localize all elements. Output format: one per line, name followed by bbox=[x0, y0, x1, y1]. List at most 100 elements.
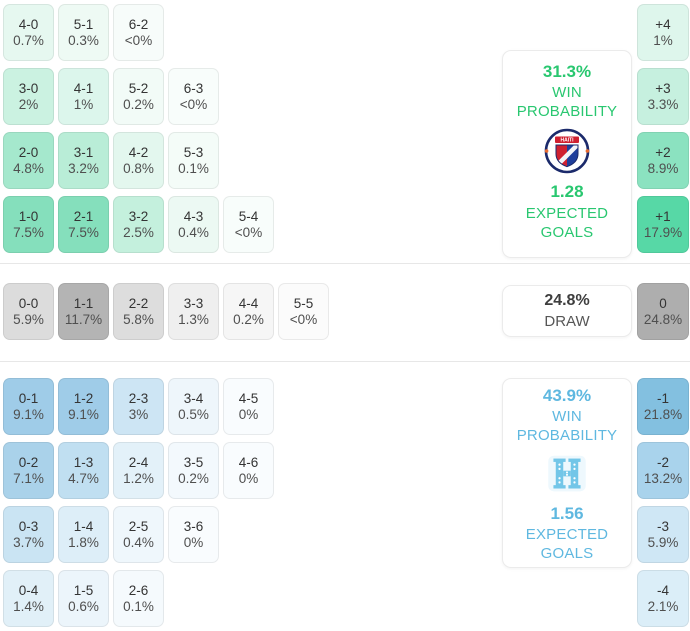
haiti-crest-logo: HAITI bbox=[544, 129, 590, 174]
probability-value: 1.4% bbox=[13, 599, 44, 614]
goal-diff-cell: -4 2.1% bbox=[637, 570, 689, 627]
probability-value: 13.2% bbox=[643, 471, 683, 486]
score-cell: 1-3 4.7% bbox=[58, 442, 109, 499]
score-cell: 0-1 9.1% bbox=[3, 378, 54, 435]
score-cell: 5-5 <0% bbox=[278, 283, 329, 340]
score-cell: 4-6 0% bbox=[223, 442, 274, 499]
score-cell: 3-4 0.5% bbox=[168, 378, 219, 435]
probability-value: 3% bbox=[128, 407, 149, 422]
score-label: 1-3 bbox=[73, 454, 94, 470]
score-row: 4-0 0.7% 5-1 0.3% 6-2 <0% +4 1% bbox=[3, 4, 689, 61]
score-cell: 2-3 3% bbox=[113, 378, 164, 435]
home-expected-goals-value: 1.28 bbox=[550, 182, 584, 202]
probability-value: 4.7% bbox=[68, 471, 99, 486]
score-cell: 1-0 7.5% bbox=[3, 196, 54, 253]
probability-value: 1% bbox=[653, 33, 673, 48]
score-cell: 4-3 0.4% bbox=[168, 196, 219, 253]
probability-value: 0.2% bbox=[123, 97, 154, 112]
score-row: 1-0 7.5% 2-1 7.5% 3-2 2.5% 4-3 0.4% 5-4 <0% +1 17.9… bbox=[3, 196, 689, 253]
score-label: 3-1 bbox=[73, 144, 94, 160]
probability-value: 0.5% bbox=[178, 407, 209, 422]
score-cell: 1-4 1.8% bbox=[58, 506, 109, 563]
score-label: 4-5 bbox=[238, 390, 259, 406]
score-cell: 0-4 1.4% bbox=[3, 570, 54, 627]
score-label: 2-0 bbox=[18, 144, 39, 160]
goal-diff-label: -1 bbox=[656, 390, 669, 406]
draw-label: DRAW bbox=[544, 312, 590, 330]
section-divider bbox=[0, 361, 690, 362]
probability-value: 5.8% bbox=[123, 312, 154, 327]
goal-diff-cell: -2 13.2% bbox=[637, 442, 689, 499]
probability-value: 1.2% bbox=[123, 471, 154, 486]
goal-diff-cell: +1 17.9% bbox=[637, 196, 689, 253]
score-cell: 4-5 0% bbox=[223, 378, 274, 435]
probability-value: 9.1% bbox=[68, 407, 99, 422]
score-label: 5-4 bbox=[238, 208, 259, 224]
probability-value: 3.3% bbox=[647, 97, 679, 112]
probability-value: 5.9% bbox=[13, 312, 44, 327]
score-label: 4-4 bbox=[238, 295, 259, 311]
probability-value: 7.5% bbox=[68, 225, 99, 240]
goal-diff-cell: +2 8.9% bbox=[637, 132, 689, 189]
score-cell: 5-1 0.3% bbox=[58, 4, 109, 61]
honduras-h-logo bbox=[548, 456, 586, 492]
score-label: 4-2 bbox=[128, 144, 149, 160]
score-cell: 1-2 9.1% bbox=[58, 378, 109, 435]
score-label: 5-5 bbox=[293, 295, 314, 311]
goal-diff-label: +2 bbox=[655, 144, 671, 160]
score-label: 1-1 bbox=[73, 295, 94, 311]
score-cell: 6-3 <0% bbox=[168, 68, 219, 125]
score-label: 4-0 bbox=[18, 16, 39, 32]
score-cell: 3-6 0% bbox=[168, 506, 219, 563]
probability-value: 5.9% bbox=[647, 535, 679, 550]
score-label: 4-6 bbox=[238, 454, 259, 470]
probability-value: 0.7% bbox=[13, 33, 44, 48]
score-label: 2-1 bbox=[73, 208, 94, 224]
goal-diff-cell: -1 21.8% bbox=[637, 378, 689, 435]
score-label: 4-1 bbox=[73, 80, 94, 96]
probability-value: 1.8% bbox=[68, 535, 99, 550]
score-cell: 3-3 1.3% bbox=[168, 283, 219, 340]
goal-diff-label: +3 bbox=[655, 80, 671, 96]
score-cell: 4-1 1% bbox=[58, 68, 109, 125]
probability-value: <0% bbox=[234, 225, 263, 240]
probability-value: 0.4% bbox=[178, 225, 209, 240]
home-win-probability-value: 31.3% bbox=[542, 62, 592, 81]
score-cell: 4-4 0.2% bbox=[223, 283, 274, 340]
score-label: 2-5 bbox=[128, 518, 149, 534]
score-label: 3-6 bbox=[183, 518, 204, 534]
goal-diff-label: +4 bbox=[655, 16, 671, 32]
score-cell: 2-0 4.8% bbox=[3, 132, 54, 189]
score-row: 0-4 1.4% 1-5 0.6% 2-6 0.1% -4 2.1% bbox=[3, 570, 689, 627]
score-row: 3-0 2% 4-1 1% 5-2 0.2% 6-3 <0% +3 3.3% bbox=[3, 68, 689, 125]
score-label: 1-5 bbox=[73, 582, 94, 598]
probability-value: <0% bbox=[124, 33, 153, 48]
probability-value: 0.8% bbox=[123, 161, 154, 176]
probability-value: 11.7% bbox=[64, 312, 103, 327]
score-label: 3-5 bbox=[183, 454, 204, 470]
probability-value: 8.9% bbox=[647, 161, 679, 176]
score-label: 1-4 bbox=[73, 518, 94, 534]
score-label: 5-2 bbox=[128, 80, 149, 96]
score-label: 6-3 bbox=[183, 80, 204, 96]
score-row: 2-0 4.8% 3-1 3.2% 4-2 0.8% 5-3 0.1% +2 8.9% bbox=[3, 132, 689, 189]
probability-value: 0% bbox=[238, 471, 259, 486]
probability-value: 0.2% bbox=[178, 471, 209, 486]
score-cell: 3-2 2.5% bbox=[113, 196, 164, 253]
score-cell: 2-2 5.8% bbox=[113, 283, 164, 340]
score-cell: 2-1 7.5% bbox=[58, 196, 109, 253]
score-label: 5-3 bbox=[183, 144, 204, 160]
score-label: 3-0 bbox=[18, 80, 39, 96]
score-cell: 1-1 11.7% bbox=[58, 283, 109, 340]
away-score-grid: 0-1 9.1% 1-2 9.1% 2-3 3% 3-4 0.5% 4-5 0% -1 21.8% 0-… bbox=[3, 378, 689, 627]
draw-score-grid: 0-0 5.9% 1-1 11.7% 2-2 5.8% 3-3 1.3% 4-4 0.2% 5-5 <… bbox=[3, 283, 689, 340]
home-win-panel: 31.3% WIN PROBABILITY HAITI 1.28 EXPECTE… bbox=[502, 50, 632, 258]
probability-value: 17.9% bbox=[643, 225, 683, 240]
probability-value: 2.5% bbox=[123, 225, 154, 240]
score-row: 0-2 7.1% 1-3 4.7% 2-4 1.2% 3-5 0.2% 4-6 0% -2 13.2% bbox=[3, 442, 689, 499]
score-row: 0-1 9.1% 1-2 9.1% 2-3 3% 3-4 0.5% 4-5 0% -1 21.8% bbox=[3, 378, 689, 435]
score-label: 2-2 bbox=[128, 295, 149, 311]
probability-value: 0.1% bbox=[123, 599, 154, 614]
goal-diff-label: -2 bbox=[656, 454, 669, 470]
